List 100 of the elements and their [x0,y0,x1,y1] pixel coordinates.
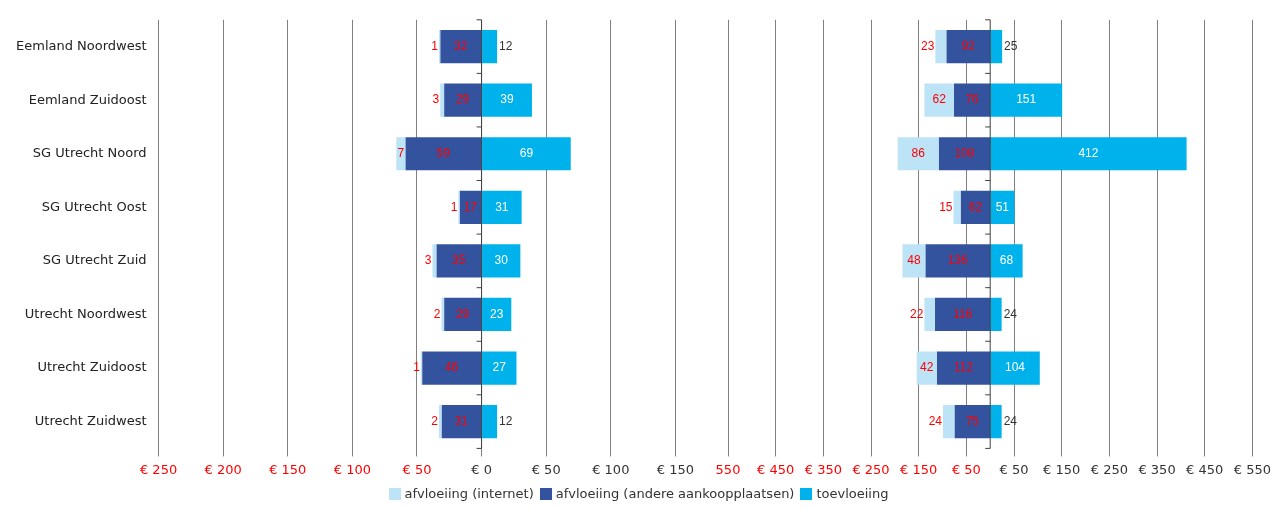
data-label: 23 [490,306,504,321]
data-label: 112 [953,360,974,375]
y-tick-label: SG Utrecht Oost [41,198,147,214]
x-tick-label: € 50 [402,461,432,477]
data-label: 62 [932,92,947,107]
x-tick-label: € 150 [1043,461,1081,477]
y-tick-label: Utrecht Noordwest [24,305,147,321]
bar [953,190,961,224]
bar [946,29,991,64]
data-label: 42 [920,360,934,375]
bar [954,405,991,439]
data-label: 136 [947,253,969,268]
data-label: 3 [432,92,440,107]
x-tick-label: 550 [715,461,741,477]
data-label: 29 [455,306,470,321]
bar [440,29,482,64]
bar [938,137,991,171]
data-label: 35 [452,253,466,268]
bar [990,244,1023,278]
bar [482,137,571,171]
data-label: 17 [463,199,478,214]
bar [990,405,1002,439]
data-label: 39 [500,92,515,107]
data-label: 92 [961,38,976,53]
data-label: 1 [413,360,421,375]
x-tick-label: € 50 [531,461,561,477]
x-tick-label: € 450 [757,461,795,477]
bar [953,83,991,117]
data-label: 3 [424,253,432,268]
x-tick-label: € 550 [1233,461,1271,477]
data-label: 12 [499,38,513,53]
x-tick-label: € 150 [269,461,307,477]
bar [482,351,517,385]
data-label: 68 [999,253,1014,268]
bar [482,405,498,439]
x-tick-label: € 150 [900,461,938,477]
data-label: 12 [499,413,513,428]
bar [482,297,512,332]
data-label: 86 [911,146,926,161]
x-tick-label: € 250 [852,461,890,477]
bar [459,190,482,224]
y-tick-label: Eemland Noordwest [16,37,147,53]
y-tick-label: Eemland Zuidoost [28,91,147,107]
bar [482,83,532,117]
x-tick-label: € 100 [592,461,630,477]
data-label: 2 [433,306,441,321]
y-tick-label: SG Utrecht Noord [32,145,147,161]
data-label: 29 [455,92,470,107]
data-label: 15 [939,199,953,214]
bar [990,137,1187,171]
legend-label: afvloeiing (internet) [404,486,534,501]
x-tick-label: € 450 [1186,461,1224,477]
data-label: 108 [954,146,975,161]
x-tick-label: € 200 [204,461,242,477]
data-label: 62 [968,199,983,214]
bar [934,297,991,332]
data-label: 32 [453,38,468,53]
data-label: 27 [492,360,507,375]
legend-label: afvloeiing (andere aankoopplaatsen) [555,486,795,501]
bar [444,297,482,332]
x-tick-label: € 50 [951,461,981,477]
bar [916,351,937,385]
data-label: 22 [910,306,924,321]
y-tick-label: SG Utrecht Zuid [42,252,147,268]
x-tick-label: € 0 [471,461,492,477]
bar [432,244,437,278]
data-label: 151 [1016,92,1037,107]
data-label: 46 [444,360,459,375]
data-label: 1 [431,38,439,53]
bar [440,83,445,117]
legend-label: toevloeiing [816,486,889,501]
data-label: 51 [995,199,1010,214]
data-label: 412 [1078,146,1099,161]
bar [990,190,1015,224]
bar [897,137,939,171]
bar [438,405,442,439]
bar [990,83,1063,117]
x-tick-label: € 50 [999,461,1029,477]
bar [924,83,954,117]
y-tick-label: Utrecht Zuidoost [37,359,147,375]
y-tick-label: Utrecht Zuidwest [34,412,147,428]
bar [943,405,955,439]
data-label: 116 [952,306,973,321]
data-label: 1 [450,199,458,214]
bar [422,351,482,385]
bar [924,297,935,332]
bar [990,297,1002,332]
data-label: 75 [965,413,980,428]
bar [935,29,947,64]
data-label: 69 [519,146,534,161]
bar [925,244,991,278]
data-label: 30 [494,253,509,268]
bar [441,405,482,439]
x-tick-label: € 150 [656,461,694,477]
bar [990,29,1003,64]
data-label: 31 [454,413,469,428]
bar [990,351,1040,385]
x-tick-label: € 250 [139,461,178,477]
data-label: 76 [965,92,980,107]
data-label: 104 [1004,360,1026,375]
